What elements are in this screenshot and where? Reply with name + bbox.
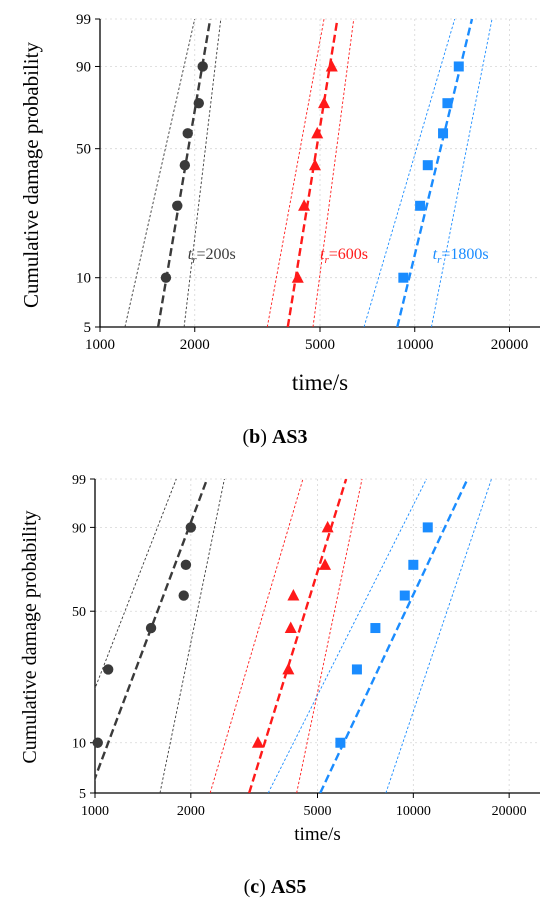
data-point-circle	[160, 272, 172, 283]
data-point-circle	[179, 159, 191, 171]
data-point-triangle	[298, 199, 311, 211]
x-tick-label: 20000	[492, 804, 527, 819]
data-point-circle	[172, 200, 183, 211]
data-point-square	[422, 522, 433, 533]
data-point-square	[442, 98, 453, 109]
data-point-circle	[193, 97, 204, 109]
y-tick-label: 99	[76, 12, 91, 28]
chart-panel-c: 1000 2000 5000 10000 20000 5 10 50 90 99 time/s Cum…	[19, 473, 540, 845]
y-tick-label: 5	[84, 320, 92, 336]
confidence-bound-upper	[296, 479, 363, 793]
confidence-bound-upper	[431, 19, 493, 327]
x-tick-label: 20000	[491, 337, 529, 353]
chart-panel-b: 1000 2000 5000 10000 20000 5 10 50 90 99 time/s Cum…	[19, 12, 540, 395]
data-point-square	[335, 737, 346, 748]
data-point-triangle	[311, 126, 324, 139]
data-point-circle	[102, 664, 114, 675]
y-tick-label: 90	[72, 521, 86, 536]
fit-line	[319, 479, 469, 793]
data-point-square	[370, 623, 381, 634]
x-tick-label: 5000	[305, 337, 335, 353]
x-axis-title: time/s	[294, 824, 340, 845]
data-point-triangle	[319, 558, 332, 570]
data-point-square	[399, 590, 410, 601]
panel-caption: (c) AS5	[244, 876, 307, 898]
data-point-triangle	[308, 158, 321, 171]
data-point-triangle	[282, 662, 295, 675]
y-tick-label: 90	[76, 59, 91, 75]
y-tick-label: 10	[76, 271, 91, 287]
data-point-triangle	[251, 736, 264, 748]
confidence-bound-upper	[183, 19, 222, 327]
y-tick-label: 50	[76, 142, 91, 158]
data-point-circle	[182, 128, 193, 139]
x-tick-label: 2000	[180, 337, 210, 353]
x-tick-label: 2000	[177, 804, 205, 819]
y-tick-label: 50	[72, 605, 86, 620]
panel-caption: (b) AS3	[242, 426, 307, 448]
confidence-bound-lower	[363, 19, 456, 327]
confidence-bound-upper	[312, 19, 355, 327]
data-point-square	[453, 61, 464, 72]
data-point-circle	[92, 737, 103, 748]
x-tick-label: 5000	[304, 804, 332, 819]
confidence-bound-upper	[385, 479, 492, 793]
x-tick-label: 1000	[85, 337, 115, 353]
data-point-triangle	[284, 621, 297, 634]
fit-line	[248, 479, 348, 793]
confidence-bound-lower	[124, 19, 196, 327]
data-point-circle	[178, 590, 189, 601]
x-tick-label: 1000	[81, 804, 109, 819]
data-point-square	[422, 160, 433, 171]
series-label: tr=600s	[320, 246, 368, 266]
data-point-square	[438, 128, 449, 139]
data-point-circle	[145, 622, 157, 634]
data-point-triangle	[291, 271, 304, 283]
series-label: tr=200s	[188, 246, 236, 266]
x-axis-title: time/s	[292, 370, 348, 395]
y-axis-title: Cumulative damage probability	[19, 42, 43, 308]
x-tick-label: 10000	[396, 337, 434, 353]
data-point-square	[398, 272, 409, 283]
data-point-circle	[180, 559, 192, 571]
series-label: tr=1800s	[433, 246, 489, 266]
data-point-circle	[185, 522, 197, 533]
y-tick-label: 10	[72, 737, 86, 752]
confidence-bound-lower	[267, 479, 427, 793]
data-point-triangle	[321, 520, 334, 533]
data-point-square	[415, 200, 426, 211]
data-point-square	[351, 664, 362, 675]
confidence-bound-upper	[159, 479, 225, 793]
data-point-circle	[197, 61, 208, 72]
data-point-triangle	[325, 59, 338, 72]
data-point-triangle	[287, 589, 300, 601]
confidence-bound-lower	[95, 479, 177, 690]
data-point-square	[408, 559, 419, 570]
x-tick-label: 10000	[396, 804, 431, 819]
confidence-bound-lower	[209, 479, 304, 793]
y-tick-label: 5	[79, 787, 86, 802]
data-point-triangle	[318, 96, 331, 109]
y-tick-label: 99	[72, 473, 86, 488]
y-axis-title: Cumulative damage probability	[19, 510, 41, 763]
plot-area	[124, 19, 493, 327]
